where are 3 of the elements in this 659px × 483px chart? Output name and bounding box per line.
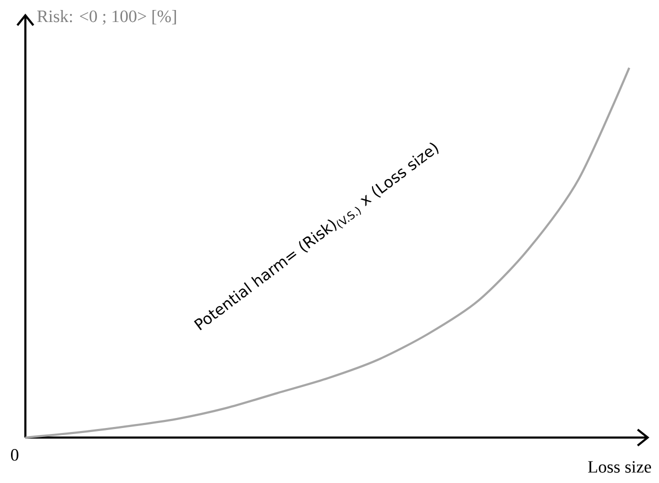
y-axis-title: Risk: <0 ; 100> [%] [37,10,176,25]
text: 0 [11,449,18,461]
x-axis-title: Loss size [588,461,652,473]
